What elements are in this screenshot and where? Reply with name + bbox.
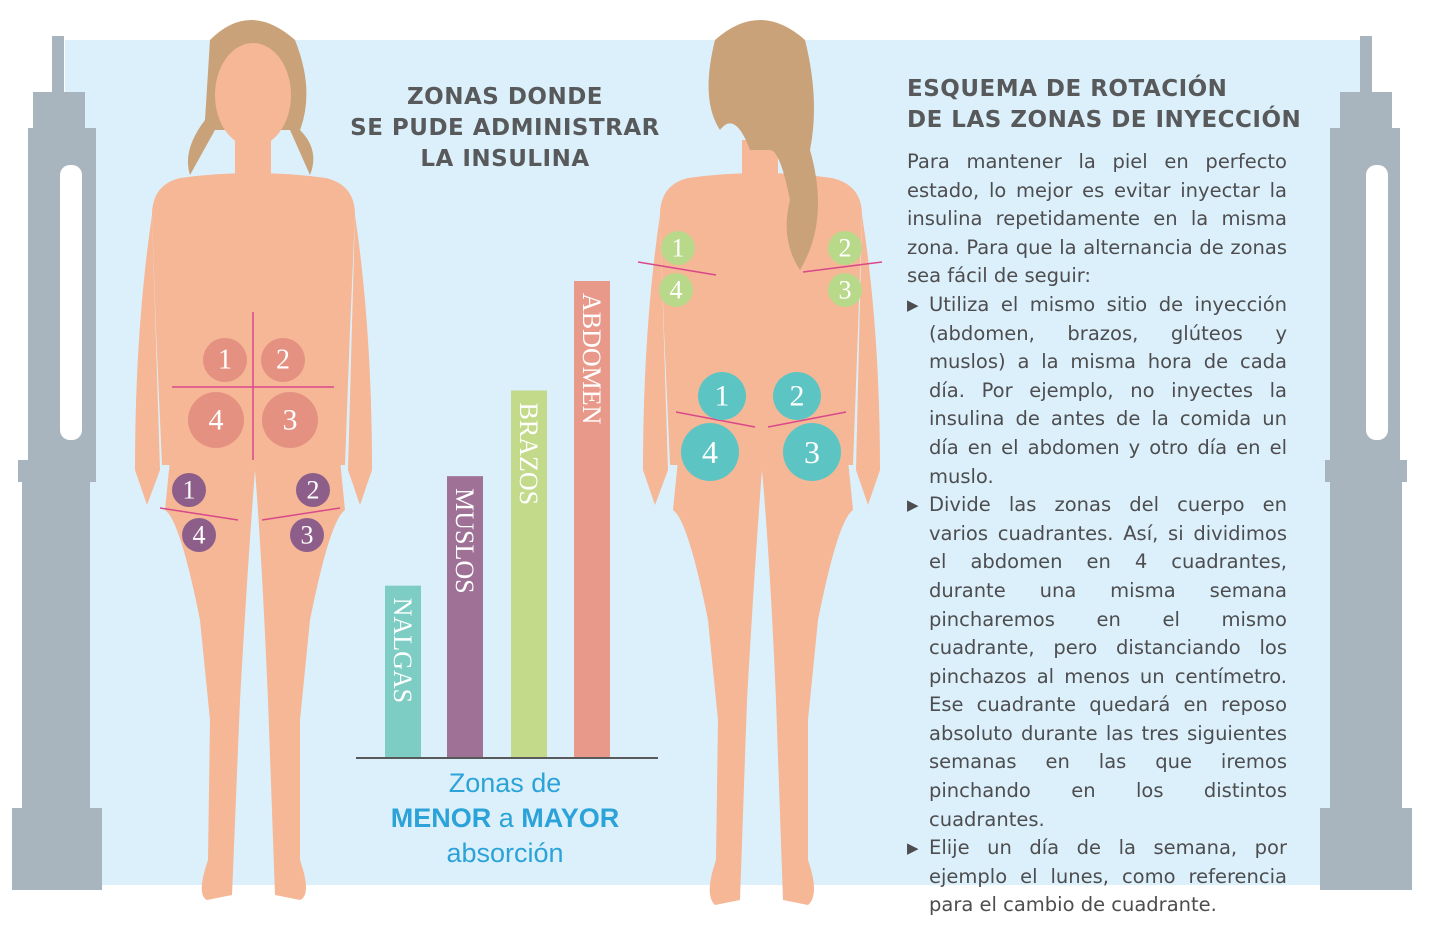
- intro-paragraph: Para mantener la piel en perfecto estado…: [907, 150, 1287, 288]
- title-line: LA INSULINA: [420, 146, 590, 172]
- bar-label: ABDOMEN: [577, 293, 606, 425]
- chart-caption: Zonas de MENOR a MAYOR absorción: [355, 766, 655, 871]
- bullet-item: ▶ Elije un día de la semana, por ejemplo …: [907, 834, 1287, 920]
- front-zone-lines: [159, 312, 341, 521]
- zone-number: 1: [715, 380, 730, 413]
- caption-mayor: MAYOR: [521, 803, 620, 833]
- bar-label: BRAZOS: [514, 402, 543, 505]
- bar-label: NALGAS: [388, 598, 417, 703]
- zone-number: 2: [790, 380, 805, 413]
- zone-number: 4: [670, 276, 683, 305]
- triangle-right-icon: ▶: [907, 295, 919, 314]
- back-buttock-zones: [681, 372, 841, 481]
- zone-number: 2: [276, 345, 290, 376]
- buttock-zone-1: [698, 372, 746, 420]
- arm-zone-2: [828, 231, 862, 265]
- abdomen-zone-1: [203, 338, 247, 382]
- buttock-zone-4: [681, 423, 739, 481]
- caption-menor: MENOR: [390, 803, 492, 833]
- back-zone-lines: [637, 261, 883, 428]
- bar-nalgas: [385, 585, 421, 757]
- back-body-figure: [643, 20, 880, 905]
- triangle-right-icon: ▶: [907, 496, 919, 515]
- insulin-pen-right: [1320, 36, 1412, 890]
- rotation-instructions: Para mantener la piel en perfecto estado…: [907, 148, 1287, 920]
- title-line: DE LAS ZONAS DE INYECCIÓN: [907, 107, 1302, 133]
- buttock-zone-2: [773, 372, 821, 420]
- caption-line: absorción: [446, 838, 564, 868]
- thigh-zone-3: [290, 518, 324, 552]
- absorption-bar-chart: NALGAS MUSLOS BRAZOS ABDOMEN: [385, 281, 610, 757]
- front-abdomen-zones: [188, 338, 318, 448]
- front-thigh-zones: [172, 473, 330, 552]
- arm-zone-4: [659, 273, 693, 307]
- left-title: ZONAS DONDE SE PUDE ADMINISTRAR LA INSUL…: [330, 82, 680, 175]
- zone-number: 4: [193, 521, 206, 550]
- back-arm-zones: [659, 231, 862, 307]
- zone-number: 1: [183, 476, 196, 505]
- zone-number: 1: [672, 234, 685, 263]
- arm-zone-3: [828, 273, 862, 307]
- zone-number: 3: [283, 404, 298, 437]
- right-title: ESQUEMA DE ROTACIÓN DE LAS ZONAS DE INYE…: [907, 74, 1327, 136]
- bullet-item: ▶ Utiliza el mismo sitio de inyección (ab…: [907, 291, 1287, 491]
- zone-number: 4: [209, 404, 224, 437]
- thigh-zone-1: [172, 473, 206, 507]
- zone-number: 4: [702, 434, 718, 470]
- zone-number: 1: [218, 345, 232, 376]
- title-line: ESQUEMA DE ROTACIÓN: [907, 76, 1228, 102]
- title-line: SE PUDE ADMINISTRAR: [350, 115, 660, 141]
- title-line: ZONAS DONDE: [406, 84, 604, 110]
- thigh-zone-2: [296, 473, 330, 507]
- insulin-pen-left: [12, 36, 102, 890]
- zone-number: 3: [839, 276, 852, 305]
- bullet-item: ▶ Divide las zonas del cuerpo en varios c…: [907, 491, 1287, 834]
- abdomen-zone-4: [188, 392, 244, 448]
- thigh-zone-4: [182, 518, 216, 552]
- abdomen-zone-3: [262, 392, 318, 448]
- caption-a: a: [498, 803, 514, 833]
- bar-label: MUSLOS: [450, 488, 479, 593]
- caption-line: Zonas de: [448, 768, 562, 798]
- zone-number: 3: [301, 521, 314, 550]
- zone-number: 2: [839, 234, 852, 263]
- zone-number: 3: [804, 434, 820, 470]
- caption-line: MENOR a MAYOR: [355, 801, 655, 836]
- buttock-zone-3: [783, 423, 841, 481]
- bar-muslos: [447, 476, 483, 757]
- abdomen-zone-2: [261, 338, 305, 382]
- triangle-right-icon: ▶: [907, 839, 919, 858]
- zone-number: 2: [307, 476, 320, 505]
- bar-abdomen: [574, 281, 610, 757]
- bar-brazos: [511, 390, 547, 757]
- arm-zone-1: [661, 231, 695, 265]
